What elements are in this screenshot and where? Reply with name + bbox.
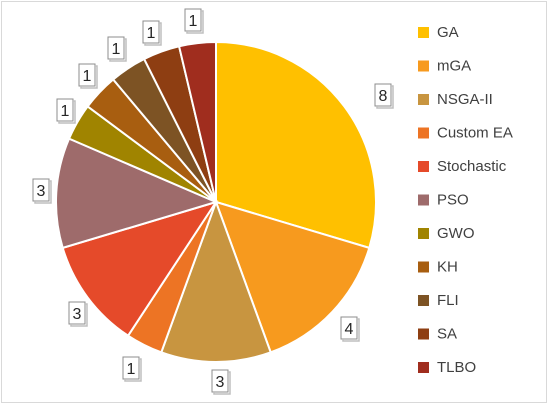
legend-item-nsga-ii: NSGA-II — [418, 91, 493, 108]
pie-slice-ga — [215, 40, 377, 250]
legend-swatch — [418, 60, 429, 72]
pie-slice-tlbo — [177, 40, 217, 203]
legend-label: NSGA-II — [437, 91, 493, 108]
data-label-text: 8 — [379, 88, 388, 105]
legend-swatch — [418, 261, 429, 273]
legend-label: PSO — [437, 192, 469, 209]
legend-swatch — [418, 328, 429, 340]
legend-swatch — [418, 295, 429, 306]
data-label-text: 3 — [37, 183, 46, 200]
legend-item-pso: PSO — [418, 192, 469, 209]
data-label-text: 1 — [61, 103, 70, 120]
data-label-text: 1 — [83, 68, 92, 85]
legend-swatch — [418, 228, 429, 239]
data-label-gwo: 1 — [56, 98, 76, 124]
data-label-text: 1 — [147, 25, 156, 42]
data-label-nsga-ii: 3 — [211, 369, 231, 395]
legend-label: Stochastic — [437, 158, 507, 175]
data-label-text: 1 — [189, 13, 198, 30]
data-label-sa: 1 — [142, 20, 162, 46]
data-label-custom-ea: 1 — [122, 356, 142, 382]
legend-label: Custom EA — [437, 125, 513, 142]
pie-data-labels: 8 4 3 1 3 3 1 1 1 1 1 — [32, 8, 394, 395]
pie-slice-stochastic — [61, 200, 219, 338]
legend-label: mGA — [437, 58, 471, 75]
data-label-pso: 3 — [32, 178, 52, 204]
data-label-text: 1 — [127, 361, 136, 378]
data-label-fli: 1 — [107, 36, 127, 62]
legend-label: SA — [437, 326, 457, 343]
data-label-stochastic: 3 — [68, 301, 88, 327]
legend-item-kh: KH — [418, 259, 458, 276]
legend-item-custom-ea: Custom EA — [418, 125, 513, 142]
data-label-kh: 1 — [78, 63, 98, 89]
data-label-text: 3 — [216, 374, 225, 391]
legend-swatch — [418, 194, 429, 206]
data-label-text: 3 — [73, 306, 82, 323]
legend-label: FLI — [437, 292, 459, 309]
data-label-text: 1 — [112, 41, 121, 58]
legend-swatch — [418, 362, 429, 373]
legend-swatch — [418, 27, 429, 38]
data-label-tlbo: 1 — [184, 8, 204, 34]
legend-item-ga: GA — [418, 24, 459, 41]
legend-item-tlbo: TLBO — [418, 359, 476, 376]
legend-item-gwo: GWO — [418, 225, 475, 242]
legend-item-mga: mGA — [418, 58, 471, 75]
data-label-text: 4 — [345, 321, 354, 338]
legend-label: GA — [437, 24, 459, 41]
legend-item-stochastic: Stochastic — [418, 158, 507, 175]
pie-slices — [55, 40, 377, 363]
legend-swatch — [418, 94, 429, 105]
legend-label: KH — [437, 259, 458, 276]
pie-slice-nsga-ii — [159, 199, 273, 363]
data-label-ga: 8 — [374, 83, 394, 109]
chart-legend: GA mGA NSGA-II Custom EA Stochastic PSO GWO KH F… — [418, 24, 513, 376]
legend-label: TLBO — [437, 359, 476, 376]
data-label-mga: 4 — [340, 316, 360, 342]
legend-label: GWO — [437, 225, 475, 242]
legend-swatch — [418, 161, 429, 172]
pie-slice-pso — [55, 137, 219, 250]
legend-item-fli: FLI — [418, 292, 459, 309]
pie-slice-mga — [214, 200, 371, 354]
legend-swatch — [418, 127, 429, 139]
legend-item-sa: SA — [418, 326, 457, 343]
